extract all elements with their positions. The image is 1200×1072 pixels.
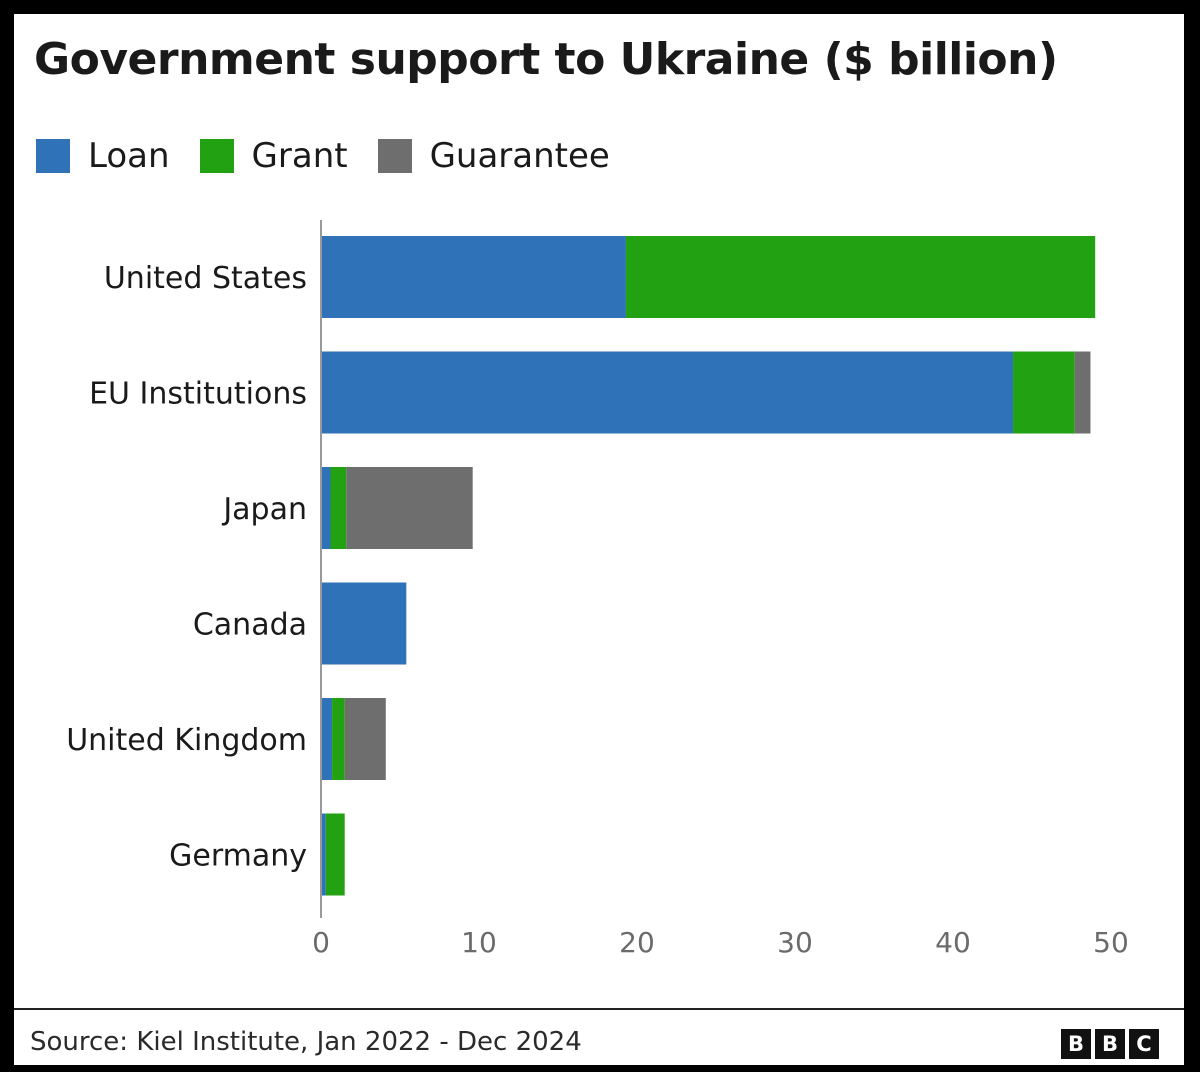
chart-title: Government support to Ukraine ($ billion… [34, 34, 1058, 85]
category-label-united-states: United States [104, 261, 307, 296]
legend-item-guarantee: Guarantee [377, 136, 610, 176]
bar-loan-eu-institutions [321, 351, 1014, 434]
legend-item-loan: Loan [36, 136, 170, 176]
legend-swatch-grant [199, 139, 234, 173]
x-tick-label: 50 [1093, 926, 1129, 959]
category-label-eu-institutions: EU Institutions [89, 377, 307, 412]
chart-card: Government support to Ukraine ($ billion… [14, 14, 1184, 1065]
x-tick-label: 0 [312, 926, 330, 959]
legend-swatch-guarantee [377, 139, 412, 173]
bar-grant-united-states [625, 236, 1096, 318]
bbc-logo-letter: B [1095, 1029, 1125, 1059]
category-label-canada: Canada [193, 608, 307, 643]
category-label-japan: Japan [221, 492, 307, 527]
legend-label-loan: Loan [88, 136, 170, 176]
category-label-united-kingdom: United Kingdom [66, 723, 307, 758]
bar-grant-japan [330, 467, 347, 549]
category-label-germany: Germany [169, 839, 307, 874]
x-tick-label: 20 [619, 926, 655, 959]
legend-swatch-loan [36, 139, 70, 173]
legend: Loan Grant Guarantee [36, 136, 640, 176]
bar-loan-japan [321, 467, 331, 549]
x-tick-label: 40 [935, 926, 971, 959]
x-tick-label: 30 [777, 926, 813, 959]
bar-loan-united-kingdom [321, 698, 333, 780]
bar-grant-germany [325, 813, 345, 896]
bar-grant-eu-institutions [1013, 351, 1075, 434]
source-note: Source: Kiel Institute, Jan 2022 - Dec 2… [30, 1027, 582, 1057]
bar-loan-united-states [321, 236, 626, 318]
bar-guarantee-united-kingdom [344, 698, 386, 780]
bbc-logo-letter: B [1061, 1029, 1091, 1059]
bar-grant-united-kingdom [332, 698, 345, 780]
legend-label-guarantee: Guarantee [429, 136, 610, 176]
bbc-logo: B B C [1061, 1029, 1163, 1059]
bbc-logo-letter: C [1129, 1029, 1159, 1059]
bar-guarantee-japan [346, 467, 473, 549]
legend-label-grant: Grant [251, 136, 348, 176]
bar-loan-germany [321, 813, 326, 896]
bar-guarantee-eu-institutions [1074, 351, 1091, 434]
legend-item-grant: Grant [199, 136, 348, 176]
footer-divider [14, 1008, 1184, 1010]
x-tick-label: 10 [461, 926, 497, 959]
bar-loan-canada [321, 582, 407, 665]
bar-chart: United States EU Institutions Japan Canada U… [66, 220, 1129, 959]
